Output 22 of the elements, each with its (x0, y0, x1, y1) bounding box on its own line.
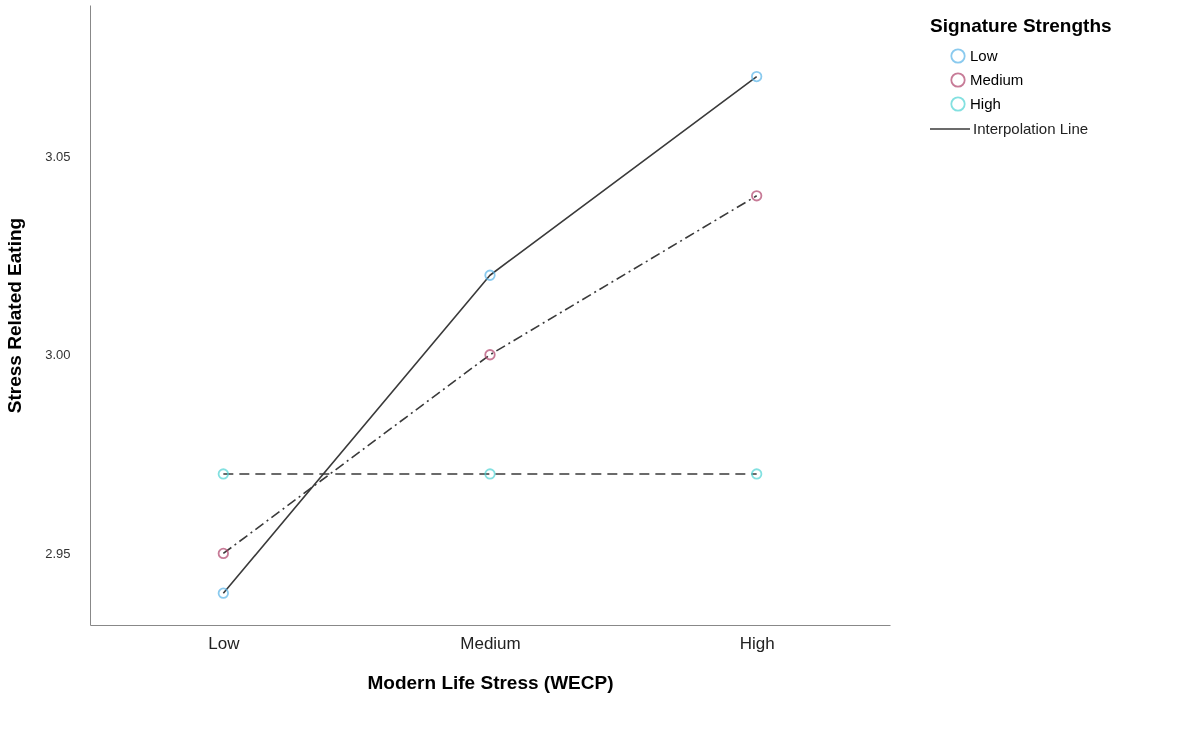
legend-label: Medium (970, 71, 1024, 88)
x-tick-label: Medium (460, 633, 521, 653)
y-tick-label: 3.00 (45, 347, 71, 363)
point (217, 587, 229, 599)
y-tick-label: 2.95 (45, 545, 71, 561)
point (484, 349, 496, 361)
x-tick-label: Low (208, 633, 241, 653)
point (751, 190, 763, 202)
point (751, 70, 763, 83)
legend-title: Signature Strengths (930, 15, 1112, 36)
legend-label: Low (970, 47, 998, 64)
legend-label: High (970, 95, 1001, 112)
y-axis-title: Stress Related Eating (4, 217, 26, 414)
point (484, 468, 496, 480)
x-axis-title: Modern Life Stress (WECP) (367, 671, 614, 693)
point (484, 269, 496, 281)
text: Interpolation Line (973, 120, 1089, 137)
y-tick-label: 3.05 (45, 148, 71, 164)
point (751, 468, 763, 480)
x-tick-label: High (739, 633, 775, 653)
point (217, 468, 229, 480)
point (217, 547, 229, 560)
